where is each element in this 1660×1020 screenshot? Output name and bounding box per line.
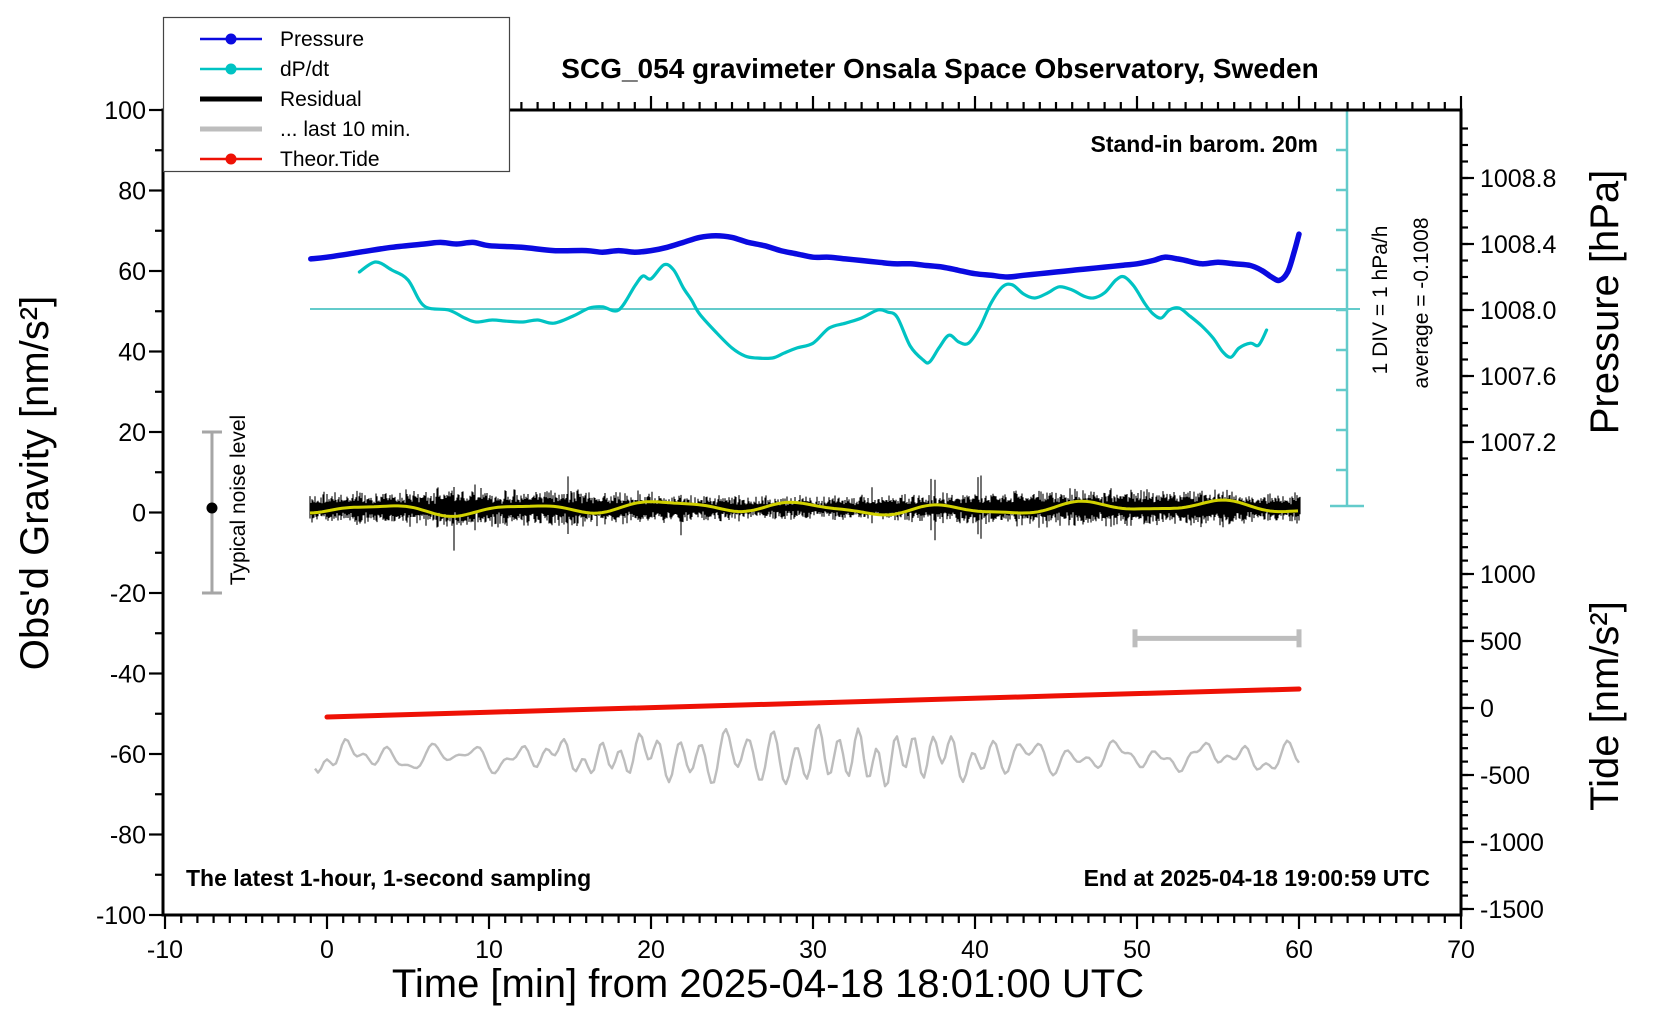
noise-bar-dot [206,502,218,514]
legend-sample-1 [200,63,262,75]
tick-label: -60 [110,741,146,769]
tick-label: 500 [1480,628,1522,656]
last10min-window-bar [1132,629,1302,648]
tick-label: 1000 [1480,561,1536,589]
average-dpdt-note: average = -0.1008 [1410,217,1433,388]
tick-label: -40 [110,661,146,689]
tick-label: 1007.2 [1480,429,1556,457]
tick-label: 1008.0 [1480,297,1556,325]
end-time-note: End at 2025-04-18 19:00:59 UTC [1084,865,1430,891]
legend-sample-4 [200,153,262,165]
tick-label: -1000 [1480,829,1544,857]
div-scale-note: 1 DIV = 1 hPa/h [1369,226,1392,375]
tick-label: 40 [961,936,989,964]
chart-title: SCG_054 gravimeter Onsala Space Observat… [561,53,1318,84]
tick-label: 100 [104,97,146,125]
typical-noise-bar [201,430,222,595]
tick-label: -10 [147,936,183,964]
last10min-residual-trace [314,723,1300,788]
legend-box [162,16,511,173]
residual-smoothed-trace [309,498,1299,518]
tick-label: 1008.8 [1480,165,1556,193]
typical-noise-level-label: Typical noise level [227,415,250,585]
tick-label: 20 [118,419,146,447]
legend-label-dpdt: dP/dt [280,58,329,81]
legend-label-pressure: Pressure [280,28,364,51]
x-axis-label: Time [min] from 2025-04-18 18:01:00 UTC [392,962,1144,1006]
tick-label: 0 [132,500,146,528]
dpdt-curve [357,260,1269,365]
chart-generated-layer: -10 0 10 20 30 40 50 60 70100806040200-20-40-60-… [96,96,1557,964]
sampling-note: The latest 1-hour, 1-second sampling [186,865,591,891]
tick-label: 20 [637,936,665,964]
tick-label: -100 [96,902,146,930]
legend-sample-0 [200,33,262,45]
tick-label: 40 [118,339,146,367]
tick-label: 0 [1480,695,1494,723]
tick-label: 60 [118,258,146,286]
legend-label-residual: Residual [280,88,362,111]
y-right-pressure-label: Pressure [hPa] [1583,170,1627,435]
tick-label: 80 [118,178,146,206]
tick-label: 1007.6 [1480,363,1556,391]
tick-label: 50 [1123,936,1151,964]
pressure-curve [308,231,1302,284]
dpdt-div-scale-bar [1330,110,1364,508]
stand-in-barometer-note: Stand-in barom. 20m [1091,131,1318,157]
tick-label: 0 [320,936,334,964]
legend-label-last10: ... last 10 min. [280,118,411,141]
tick-label: 70 [1447,936,1475,964]
theoretical-tide-curve [324,686,1302,720]
tick-label: 60 [1285,936,1313,964]
tick-label: -80 [110,822,146,850]
y-left-axis-label: Obs'd Gravity [nm/s²] [13,296,57,670]
tick-label: 30 [799,936,827,964]
tick-label: 10 [475,936,503,964]
tick-label: -500 [1480,762,1530,790]
legend: Pressure dP/dt Residual ... last 10 min.… [162,16,511,173]
residual-noise-trace [309,475,1301,551]
axis-ticks [149,96,1474,929]
legend-samples [200,33,262,165]
tick-label: -1500 [1480,896,1544,924]
tick-label: 1008.4 [1480,231,1557,259]
axis-tick-labels: -10 0 10 20 30 40 50 60 70100806040200-20-40-60-… [96,97,1557,964]
tick-label: -20 [110,580,146,608]
y-right-tide-label: Tide [nm/s²] [1583,601,1627,811]
legend-label-theortide: Theor.Tide [280,148,380,171]
